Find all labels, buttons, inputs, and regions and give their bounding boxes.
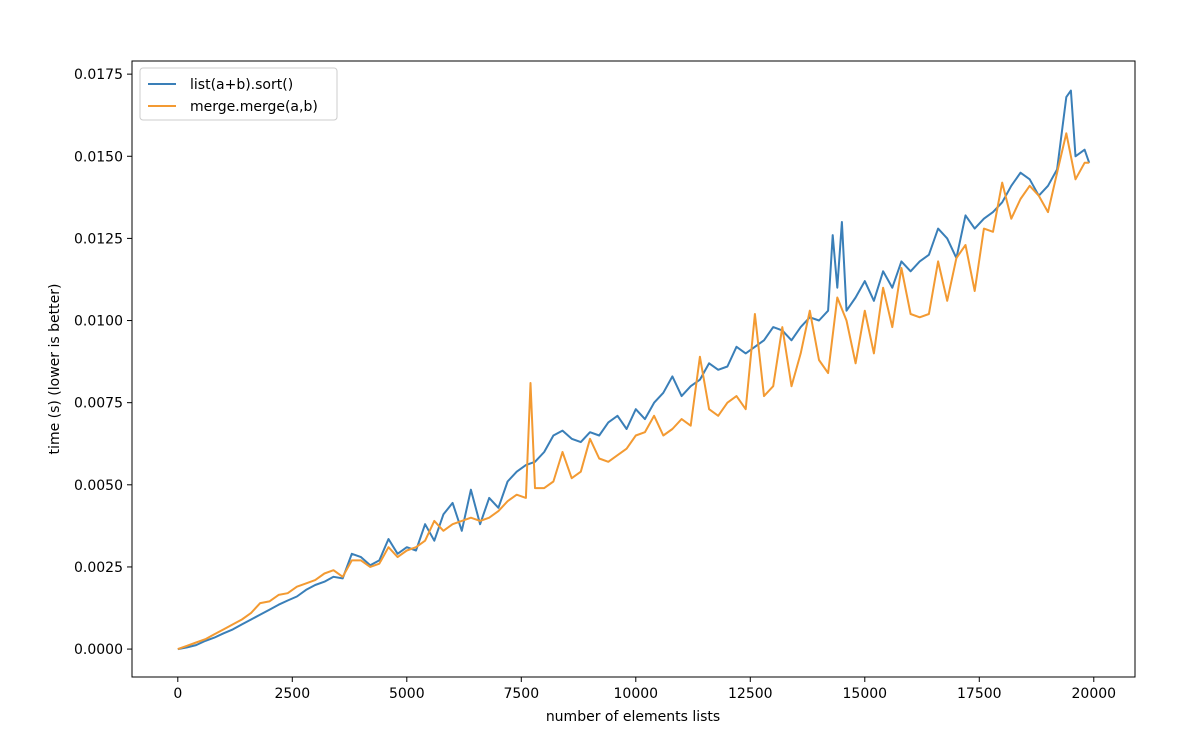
x-tick-label: 2500 <box>274 686 310 702</box>
y-tick-label: 0.0050 <box>74 478 123 494</box>
x-axis-label: number of elements lists <box>546 709 720 725</box>
x-tick-label: 15000 <box>843 686 888 702</box>
series-line-0 <box>177 89 1091 651</box>
y-tick-label: 0.0125 <box>74 231 123 247</box>
x-tick-label: 7500 <box>503 686 539 702</box>
y-tick-label: 0.0000 <box>74 642 123 658</box>
x-tick-label: 0 <box>173 686 182 702</box>
y-tick-label: 0.0175 <box>74 67 123 83</box>
legend: list(a+b).sort() merge.merge(a,b) <box>139 67 338 121</box>
legend-label: list(a+b).sort() <box>190 77 293 93</box>
y-tick-label: 0.0025 <box>74 560 123 576</box>
y-axis-label: time (s) (lower is better) <box>47 284 63 455</box>
y-tick-label: 0.0100 <box>74 314 123 330</box>
x-tick-label: 10000 <box>614 686 659 702</box>
x-tick-label: 12500 <box>728 686 773 702</box>
y-tick-label: 0.0150 <box>74 149 123 165</box>
legend-box <box>139 67 338 121</box>
series-line-1 <box>177 132 1090 651</box>
series-lines <box>177 89 1091 651</box>
x-tick-label: 5000 <box>389 686 425 702</box>
x-tick-label: 17500 <box>957 686 1002 702</box>
legend-label: merge.merge(a,b) <box>190 99 318 115</box>
y-axis: 0.0000 0.0025 0.0050 0.0075 0.0100 0.0125 0.01… <box>74 67 132 658</box>
x-axis: 0 2500 5000 7500 10000 12500 15000 17500 20000 <box>173 677 1116 702</box>
x-tick-label: 20000 <box>1072 686 1117 702</box>
y-tick-label: 0.0075 <box>74 396 123 412</box>
plot-area <box>131 60 1136 678</box>
